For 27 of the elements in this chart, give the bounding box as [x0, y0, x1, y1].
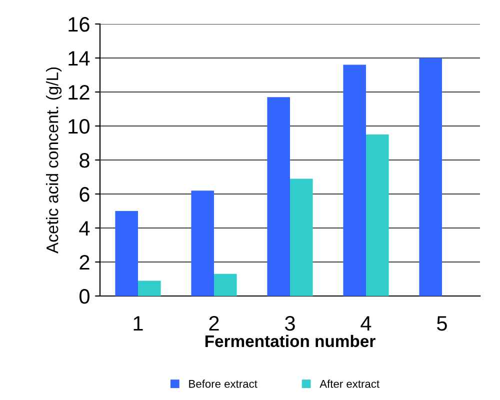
y-axis-title: Acetic acid concent. (g/L): [46, 67, 62, 254]
bar: [191, 190, 214, 296]
y-tick-label: 8: [80, 153, 90, 168]
x-tick-label: 3: [285, 316, 295, 331]
y-tick-label: 16: [68, 17, 90, 32]
bar: [214, 274, 237, 296]
y-tick-label: 2: [80, 255, 90, 270]
y-tick-label: 10: [68, 119, 90, 134]
y-tick-label: 6: [80, 187, 90, 202]
y-tick-label: 4: [79, 221, 90, 236]
x-tick-label: 1: [134, 316, 143, 331]
bar: [267, 97, 290, 296]
y-tick-label: 0: [80, 289, 90, 304]
legend-label: Before extract: [189, 380, 258, 388]
x-tick-label: 4: [360, 316, 372, 331]
legend-label: After extract: [320, 380, 380, 388]
y-tick-label: 12: [68, 85, 90, 100]
bar: [419, 58, 442, 296]
x-tick-label: 5: [437, 316, 447, 331]
x-axis-title: Fermentation number: [205, 334, 376, 348]
bar: [343, 64, 366, 296]
bar: [366, 134, 389, 296]
bar: [290, 178, 313, 296]
bar: [115, 211, 138, 296]
bar: [138, 280, 161, 296]
y-tick-label: 14: [68, 51, 90, 66]
x-tick-label: 2: [209, 316, 219, 331]
